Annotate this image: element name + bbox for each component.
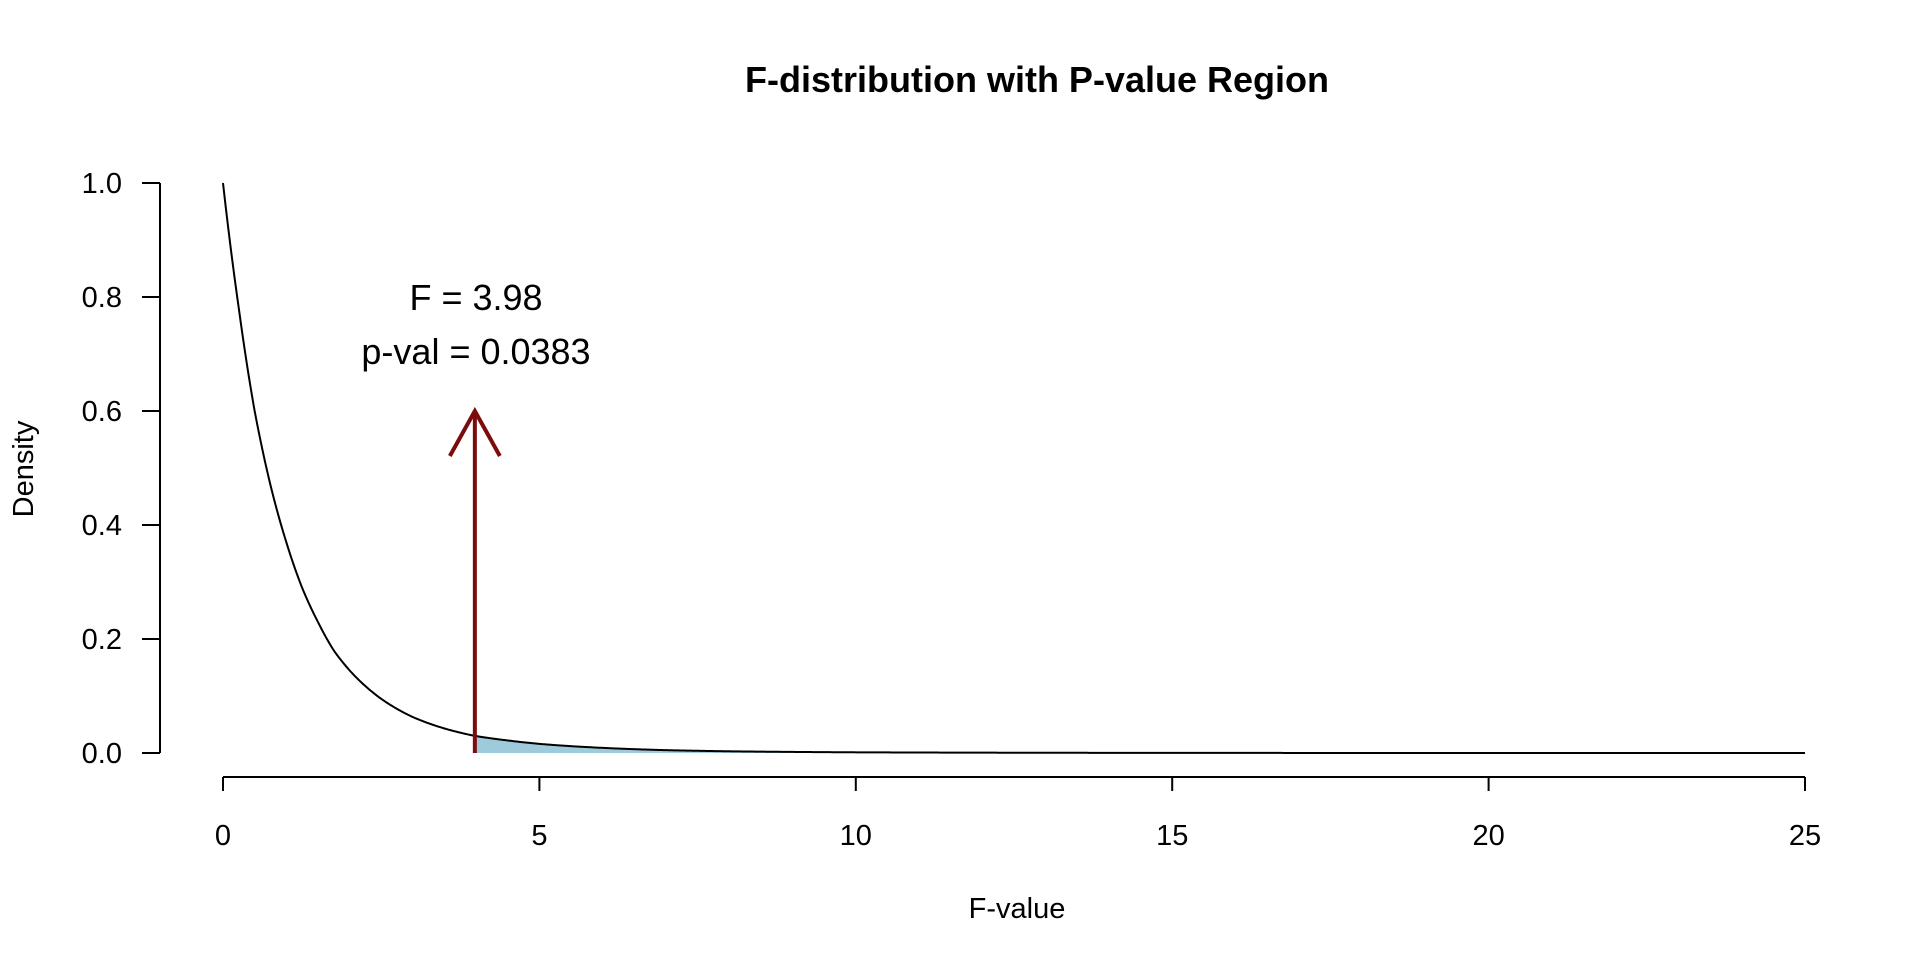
chart-title: F-distribution with P-value Region — [745, 59, 1329, 100]
y-axis-label: Density — [8, 420, 40, 517]
x-axis-label: F-value — [969, 893, 1066, 925]
y-tick-label: 0.8 — [82, 282, 122, 314]
y-tick-label: 0.4 — [82, 510, 122, 542]
y-tick-label: 0.0 — [82, 738, 122, 770]
y-tick-label: 1.0 — [82, 168, 122, 200]
f-statistic-arrowhead — [448, 406, 502, 457]
x-tick-label: 5 — [531, 820, 547, 852]
x-tick-label: 25 — [1789, 820, 1821, 852]
x-tick-label: 0 — [215, 820, 231, 852]
density-curve — [222, 182, 1805, 754]
annotation-p-value: p-val = 0.0383 — [361, 331, 590, 372]
x-tick-label: 20 — [1472, 820, 1504, 852]
x-tick-label: 10 — [840, 820, 872, 852]
y-tick-label: 0.6 — [82, 396, 122, 428]
y-tick-label: 0.2 — [82, 624, 122, 656]
p-value-region — [474, 735, 1806, 753]
x-tick-label: 15 — [1156, 820, 1188, 852]
annotation-f-statistic: F = 3.98 — [409, 277, 542, 318]
